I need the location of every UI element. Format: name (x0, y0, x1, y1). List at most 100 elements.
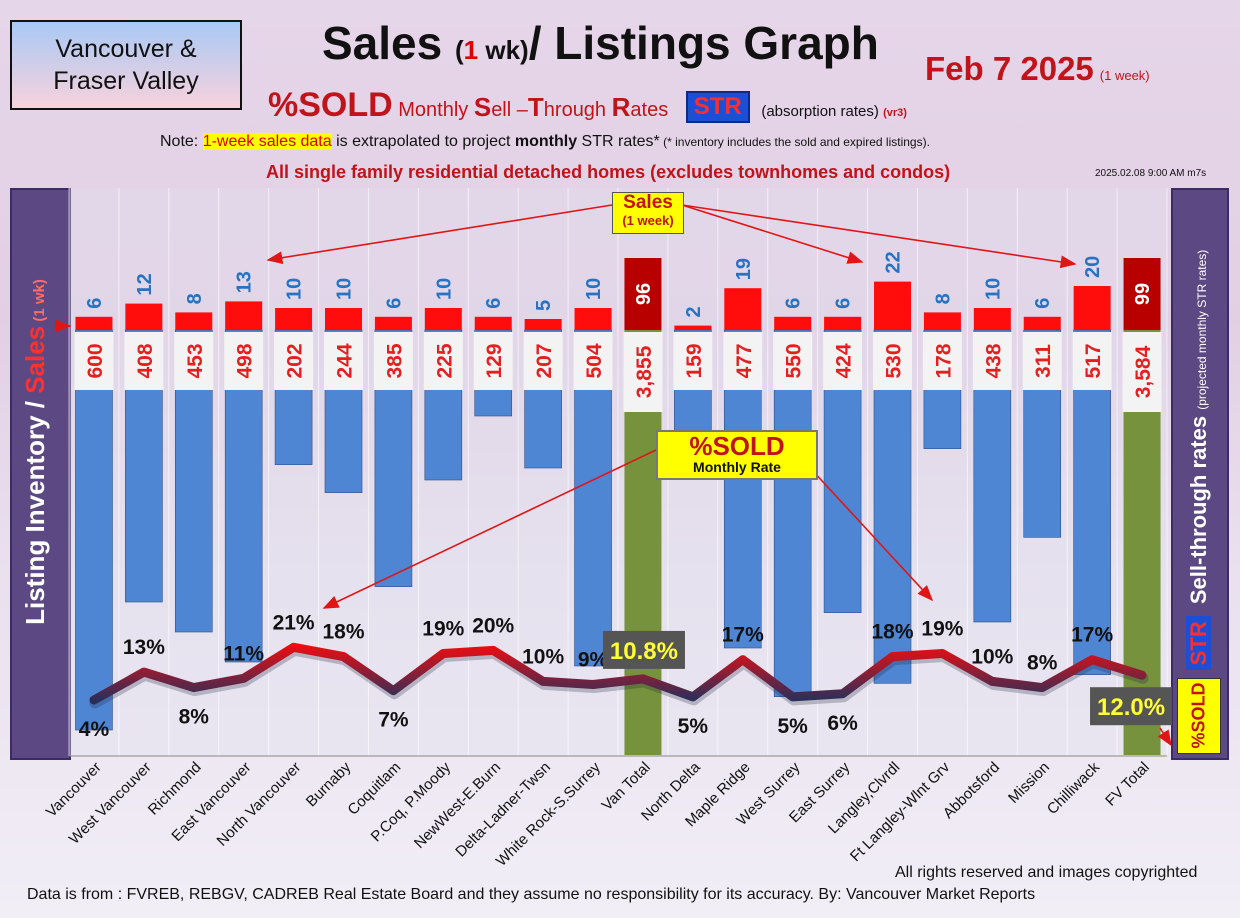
inventory-label-box (174, 332, 214, 390)
pct-label: 21% (273, 611, 315, 634)
annotation-arrow (266, 204, 613, 265)
sales-value-label: 6 (783, 298, 805, 309)
pct-label: 19% (422, 618, 464, 641)
inventory-value-label: 202 (284, 343, 307, 378)
sales-value-label: 6 (483, 298, 505, 309)
sales-value-label: 99 (1132, 283, 1154, 305)
pct-label: 10% (971, 645, 1013, 668)
title-post: / Listings Graph (528, 17, 879, 69)
sales-value-label: 96 (633, 283, 655, 305)
inventory-value-label: 453 (184, 343, 207, 378)
sales-bar (225, 301, 263, 330)
sales-bar (674, 325, 712, 330)
x-tick-label: FV Total (1102, 759, 1153, 810)
pct-label: 18% (871, 621, 913, 644)
sales-bar (1123, 258, 1161, 330)
inventory-label-box (373, 332, 413, 390)
annotation-arrow (681, 204, 1077, 269)
sales-value-label: 20 (1082, 256, 1104, 278)
inventory-value-label: 385 (383, 343, 406, 378)
pct-label: 10% (522, 645, 564, 668)
inventory-value-label: 311 (1032, 344, 1055, 378)
sales-bar (724, 288, 762, 330)
pct-label: 11% (223, 642, 264, 665)
sales-value-label: 6 (383, 298, 405, 309)
region-box: Vancouver & Fraser Valley (10, 20, 242, 110)
inventory-label-box (324, 332, 363, 390)
x-tick-label: Burnaby (303, 758, 355, 810)
inventory-label-box (922, 332, 962, 390)
inventory-label-box (1122, 332, 1162, 412)
date-sub: (1 week) (1099, 68, 1150, 83)
sales-bar (874, 281, 911, 330)
pct-label: 5% (778, 715, 809, 738)
inventory-value-label: 477 (733, 343, 756, 378)
sales-bar (574, 308, 612, 330)
pct-label: 5% (678, 715, 709, 738)
inventory-value-label: 225 (433, 343, 456, 378)
sales-callout: Sales (1 week) (612, 192, 684, 234)
inventory-value-label: 3,584 (1132, 345, 1155, 398)
sales-value-label: 22 (883, 251, 905, 273)
annotation-arrow (322, 449, 657, 609)
sales-bar (374, 316, 412, 330)
rights-note: All rights reserved and images copyright… (895, 864, 1198, 881)
title-pre: Sales (322, 17, 443, 69)
sales-bar (75, 316, 113, 330)
sales-bar (1023, 316, 1061, 330)
sales-value-label: 10 (334, 278, 356, 300)
sales-value-label: 8 (932, 293, 954, 304)
date-main: Feb 7 2025 (925, 50, 1094, 87)
str-badge: STR (685, 91, 750, 123)
absorption-note: (absorption rates) (vr3) (761, 103, 907, 120)
sales-bar (824, 316, 862, 330)
inventory-label-box (274, 332, 314, 390)
inventory-value-label: 504 (583, 343, 606, 378)
sales-bar (923, 312, 961, 330)
inventory-value-label: 498 (234, 343, 257, 378)
sold-side-label: %SOLD (1177, 678, 1221, 754)
inventory-value-label: 424 (833, 343, 856, 378)
inventory-label-box (523, 332, 563, 390)
total-pct-label: 10.8% (610, 638, 678, 665)
note-highlight: 1-week sales data (202, 133, 332, 150)
pct-label: 4% (79, 718, 110, 741)
note-line: Note: 1-week sales data is extrapolated … (160, 133, 930, 150)
annotation-arrow (681, 204, 864, 264)
sales-value-label: 10 (583, 278, 605, 300)
inventory-value-label: 178 (932, 343, 955, 378)
pct-label: 9% (578, 649, 609, 672)
sales-value-label: 6 (84, 298, 106, 309)
sold-line (89, 642, 1147, 705)
sales-value-label: 13 (234, 271, 256, 293)
source-note: Data is from : FVREB, REBGV, CADREB Real… (27, 886, 1036, 903)
inventory-value-label: 530 (883, 343, 906, 378)
total-pct-box (1090, 687, 1173, 726)
inventory-label-box (972, 332, 1012, 390)
sales-value-label: 12 (134, 273, 156, 295)
inventory-bar (773, 329, 812, 697)
inventory-label-box (1022, 332, 1062, 390)
region-label: Vancouver & Fraser Valley (53, 34, 199, 96)
sales-value-label: 2 (683, 306, 705, 317)
inventory-value-label: 408 (134, 343, 157, 378)
subhead: All single family residential detached h… (266, 162, 951, 182)
sales-value-label: 8 (184, 293, 206, 304)
pct-label: 20% (472, 614, 514, 637)
sales-bar (1073, 286, 1111, 330)
annotation-arrow (811, 469, 934, 602)
x-tick-label: Mission (1005, 759, 1053, 807)
inventory-label-box (873, 332, 912, 390)
sales-bar (125, 303, 163, 330)
subtitle-sold: %SOLD (268, 86, 393, 124)
sales-bar (175, 312, 213, 330)
pct-label: 19% (921, 618, 963, 641)
sales-bar (424, 308, 462, 330)
inventory-label-box (823, 332, 863, 390)
pct-label: 17% (1071, 624, 1113, 647)
sales-bar (325, 308, 362, 330)
inventory-label-box (473, 332, 513, 390)
inventory-label-box (74, 332, 114, 390)
